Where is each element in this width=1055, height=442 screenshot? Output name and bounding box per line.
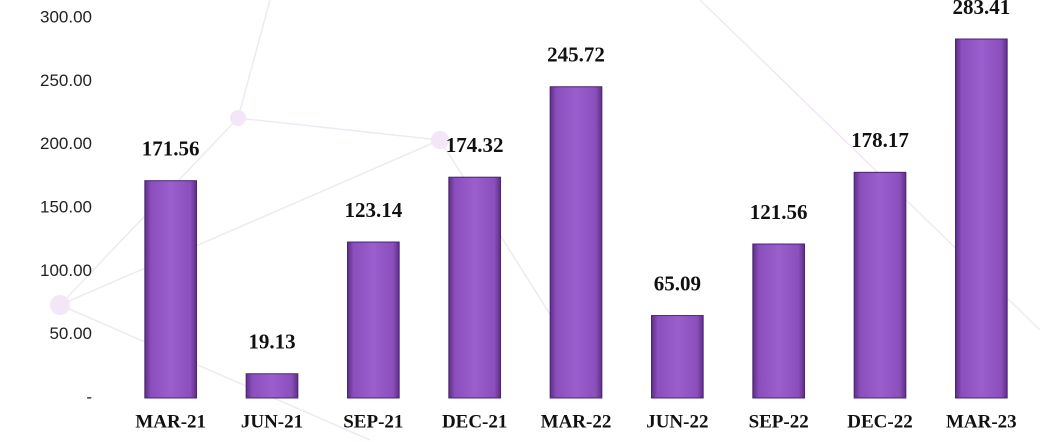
value-label: 65.09 — [654, 271, 701, 295]
bar — [448, 176, 502, 399]
y-tick-label: 200.00 — [40, 134, 92, 153]
bar — [954, 38, 1008, 399]
bar — [144, 180, 198, 399]
value-label: 19.13 — [248, 330, 295, 354]
bar — [853, 171, 907, 399]
value-label: 178.17 — [851, 128, 909, 152]
bar — [245, 373, 299, 399]
bar — [549, 86, 603, 399]
value-label: 121.56 — [750, 200, 808, 224]
y-tick-label: 150.00 — [40, 197, 92, 216]
y-tick-label: - — [86, 387, 92, 406]
bar — [752, 243, 806, 399]
value-label: 171.56 — [142, 137, 200, 161]
value-label: 174.32 — [446, 133, 504, 157]
y-tick-label: 50.00 — [49, 324, 92, 343]
background-decoration — [50, 0, 1041, 441]
x-tick-label: MAR-22 — [541, 411, 612, 432]
y-tick-label: 100.00 — [40, 261, 92, 280]
x-tick-label: MAR-21 — [135, 411, 206, 432]
value-label: 123.14 — [344, 198, 402, 222]
bar — [346, 241, 400, 399]
x-tick-label: DEC-22 — [847, 411, 912, 432]
x-tick-label: SEP-21 — [343, 411, 403, 432]
x-tick-label: JUN-22 — [646, 411, 708, 432]
x-tick-label: MAR-23 — [946, 411, 1017, 432]
x-tick-label: DEC-21 — [442, 411, 507, 432]
value-label: 283.41 — [952, 0, 1010, 19]
y-tick-label: 300.00 — [40, 7, 92, 26]
y-tick-label: 250.00 — [40, 71, 92, 90]
x-tick-label: SEP-22 — [749, 411, 809, 432]
bar — [650, 315, 704, 399]
value-label: 245.72 — [547, 43, 605, 67]
x-tick-label: JUN-21 — [241, 411, 303, 432]
